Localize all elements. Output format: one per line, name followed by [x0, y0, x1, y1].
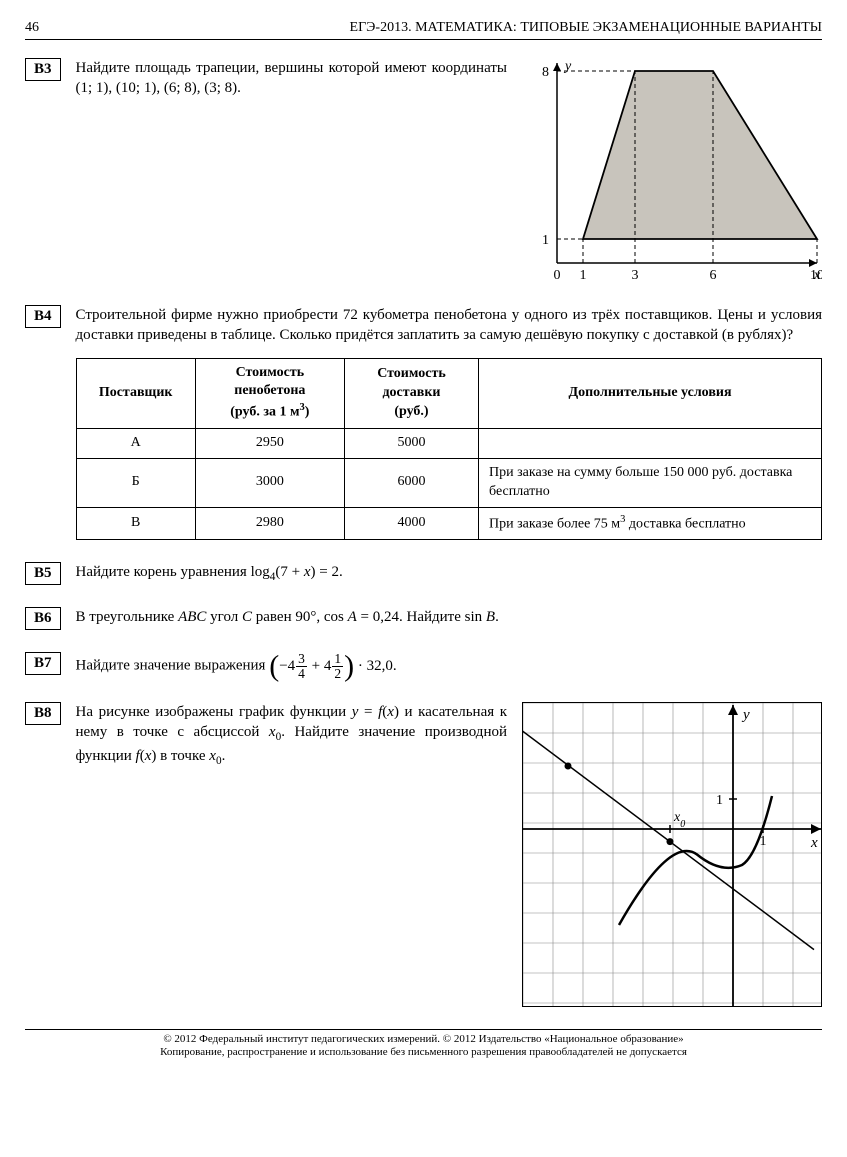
problem-b3: В3 Найдите площадь трапеции, вершины кот…	[25, 58, 822, 283]
problem-b5: В5 Найдите корень уравнения log4(7 + x) …	[25, 562, 822, 585]
svg-text:0: 0	[554, 268, 561, 283]
problem-b6-text: В треугольнике ABC угол C равен 90°, cos…	[76, 609, 499, 625]
trapezoid-graph: 01361018xy	[522, 58, 822, 283]
problem-b8: В8 На рисунке изображены график функции …	[25, 702, 822, 1007]
problem-b5-label: В5	[25, 562, 61, 585]
svg-text:6: 6	[710, 268, 717, 283]
svg-text:y: y	[563, 59, 572, 74]
svg-text:x: x	[813, 268, 821, 283]
svg-text:1: 1	[580, 268, 587, 283]
problem-b3-label: В3	[25, 58, 61, 81]
svg-text:y: y	[741, 707, 750, 723]
footer-line1: © 2012 Федеральный институт педагогическ…	[25, 1033, 822, 1046]
svg-text:1: 1	[542, 233, 549, 248]
problem-b7-formula: (−434 + 412) · 32,0.	[269, 658, 396, 674]
derivative-graph: 1 1 x0 x y	[522, 702, 822, 1007]
svg-text:8: 8	[542, 65, 549, 80]
problem-b4: В4 Строительной фирме нужно приобрести 7…	[25, 305, 822, 540]
svg-text:1: 1	[760, 834, 767, 849]
problem-b5-text: Найдите корень уравнения	[76, 564, 251, 580]
problem-b8-text: На рисунке изображены график функции y =…	[76, 702, 507, 1007]
problem-b7-label: В7	[25, 652, 61, 675]
problem-b6-label: В6	[25, 607, 61, 630]
problem-b7: В7 Найдите значение выражения (−434 + 41…	[25, 652, 822, 680]
svg-text:3: 3	[632, 268, 639, 283]
problem-b5-formula: log4(7 + x) = 2.	[251, 564, 343, 580]
svg-text:x0: x0	[673, 810, 685, 830]
book-title: ЕГЭ-2013. МАТЕМАТИКА: ТИПОВЫЕ ЭКЗАМЕНАЦИ…	[350, 20, 822, 36]
problem-b8-label: В8	[25, 702, 61, 725]
page-number: 46	[25, 20, 39, 36]
suppliers-table: ПоставщикСтоимостьпенобетона(руб. за 1 м…	[76, 358, 822, 541]
problem-b6: В6 В треугольнике ABC угол C равен 90°, …	[25, 607, 822, 630]
problem-b4-text: Строительной фирме нужно приобрести 72 к…	[76, 305, 822, 346]
problem-b3-text: Найдите площадь трапеции, вершины которо…	[76, 58, 507, 283]
page-header: 46 ЕГЭ-2013. МАТЕМАТИКА: ТИПОВЫЕ ЭКЗАМЕН…	[25, 20, 822, 40]
page-footer: © 2012 Федеральный институт педагогическ…	[25, 1030, 822, 1059]
problem-b7-text: Найдите значение выражения	[76, 658, 270, 674]
problem-b4-label: В4	[25, 305, 61, 328]
footer-line2: Копирование, распространение и использов…	[25, 1046, 822, 1059]
svg-text:x: x	[810, 835, 818, 851]
svg-text:1: 1	[716, 793, 723, 808]
